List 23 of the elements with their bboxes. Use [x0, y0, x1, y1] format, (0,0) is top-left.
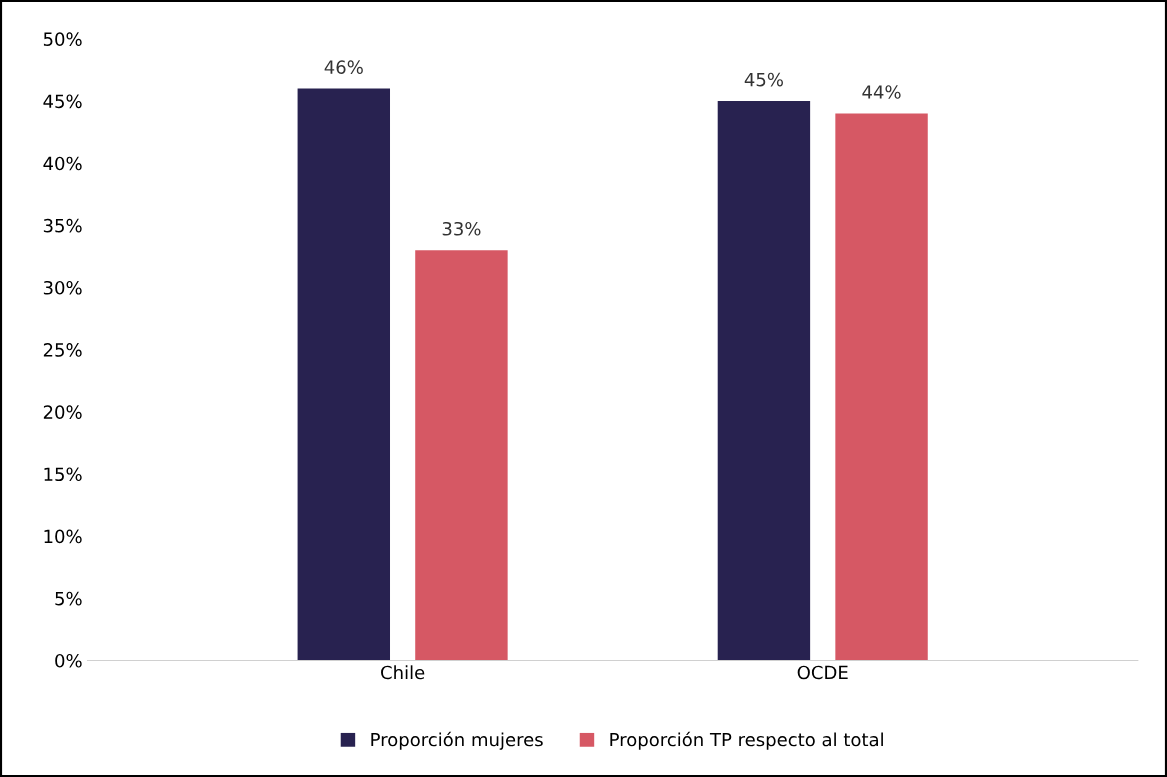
y-tick-label: 25%: [43, 343, 82, 357]
data-label: 44%: [862, 85, 901, 99]
y-tick-label: 30%: [43, 280, 82, 295]
legend-label: Proporción mujeres: [371, 731, 543, 750]
x-tick-label: OCDE: [797, 665, 848, 680]
x-tick-label: Chile: [381, 665, 425, 680]
y-tick-label: 0%: [55, 653, 82, 668]
y-tick-label: 15%: [44, 467, 82, 482]
y-tick-label: 40%: [43, 156, 82, 171]
bar: [835, 113, 928, 661]
bar: [297, 88, 391, 661]
y-tick-label: 10%: [44, 529, 82, 544]
bar: [415, 250, 508, 661]
y-tick-label: 35%: [43, 218, 82, 233]
data-label: 45%: [744, 72, 783, 87]
bar: [717, 101, 811, 661]
legend-label: Proporción TP respecto al total: [610, 731, 883, 750]
data-label: 46%: [324, 60, 363, 74]
y-tick-label: 45%: [43, 94, 82, 109]
y-tick-label: 5%: [55, 591, 82, 606]
y-tick-label: 20%: [43, 405, 82, 419]
y-tick-label: 50%: [43, 32, 82, 46]
data-label: 33%: [442, 221, 481, 236]
